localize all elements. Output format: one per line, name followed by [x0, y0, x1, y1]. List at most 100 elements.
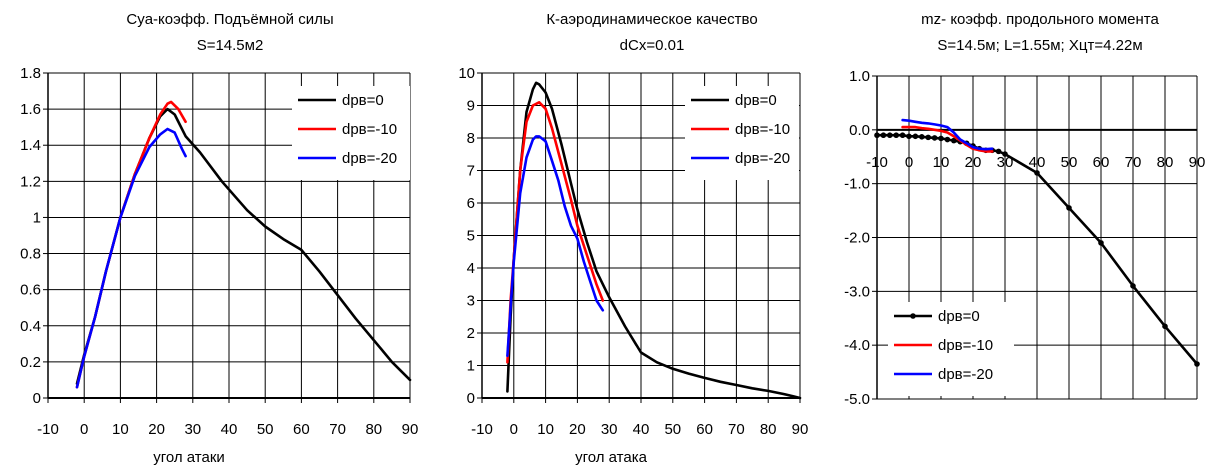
x-tick-label: 40 [221, 421, 238, 438]
series-point [880, 132, 887, 139]
y-tick-label: 0.4 [20, 318, 41, 335]
series-line-3 [901, 118, 994, 151]
series-point [1066, 205, 1072, 211]
x-tick-label: -10 [37, 421, 59, 438]
y-tick-label: -2.0 [844, 230, 870, 247]
x-tick-label: 70 [728, 421, 745, 438]
series-line-3 [506, 135, 605, 358]
y-tick-label: 0.6 [20, 282, 41, 299]
chart-2: К-аэродинамическое качество dCx=0.01 0 1 2 3 4… [458, 11, 808, 466]
y-tick-label: -5.0 [844, 391, 870, 408]
x-tick-label: 10 [112, 421, 129, 438]
y-tick-label: 1 [33, 209, 41, 226]
series-point [1130, 283, 1136, 289]
x-tick-label: 20 [569, 421, 586, 438]
legend-box [888, 302, 1014, 396]
series-point [893, 132, 899, 139]
chart-title: Cya-коэфф. Подъёмной силы [126, 11, 333, 28]
legend-label: dрв=0 [735, 92, 777, 109]
y-tick-label: 8 [467, 130, 475, 147]
legend-label: dрв=-20 [342, 150, 397, 167]
x-tick-label: 30 [601, 421, 618, 438]
x-tick-label: 90 [1189, 154, 1206, 171]
x-tick-label: 10 [537, 421, 554, 438]
y-tick-label: 0 [467, 390, 475, 407]
x-tick-label: 60 [293, 421, 310, 438]
series-point [951, 137, 957, 144]
y-tick-label: 1.2 [20, 173, 41, 190]
x-tick-label: 50 [664, 421, 681, 438]
series-point [874, 132, 880, 139]
x-tick-label: 20 [965, 154, 982, 171]
x-tick-label: 60 [1093, 154, 1110, 171]
legend-label: dрв=-10 [342, 121, 397, 138]
legend-box [685, 86, 799, 180]
chart-title: mz- коэфф. продольного момента [921, 11, 1159, 28]
y-tick-label: 1.6 [20, 101, 41, 118]
y-tick-label: 1.4 [20, 137, 41, 154]
series-point [938, 135, 944, 142]
y-tick-label: 4 [467, 260, 475, 277]
series-line-2 [75, 100, 187, 389]
y-tick-label: 9 [467, 98, 475, 115]
x-tick-label: 70 [329, 421, 346, 438]
series-point [1162, 323, 1168, 330]
legend-label: dрв=-20 [735, 150, 790, 167]
y-tick-label: 0.2 [20, 354, 41, 371]
chart-title: К-аэродинамическое качество [546, 11, 757, 28]
x-tick-label: 90 [402, 421, 419, 438]
y-tick-label: -1.0 [844, 176, 870, 193]
y-tick-label: 1 [467, 358, 475, 375]
x-tick-label: 50 [257, 421, 274, 438]
y-tick-label: -4.0 [844, 337, 870, 354]
y-tick-label: 2 [467, 325, 475, 342]
y-tick-label: 0 [33, 390, 41, 407]
x-tick-label: 0 [905, 154, 913, 171]
legend-box [292, 86, 410, 180]
x-tick-label: 10 [933, 154, 950, 171]
series-line-2 [506, 101, 605, 364]
x-tick-label: 60 [696, 421, 713, 438]
x-tick-label: 90 [792, 421, 809, 438]
series-point [919, 134, 925, 140]
series-point [906, 133, 912, 140]
x-tick-label: -10 [866, 154, 888, 171]
x-tick-label: 30 [184, 421, 201, 438]
x-tick-label: 50 [1061, 154, 1078, 171]
chart-1: Cya-коэфф. Подъёмной силы S=14.5м2 0 0.2 0.4… [20, 11, 418, 466]
legend-label: dрв=0 [938, 308, 980, 325]
series-point [912, 133, 919, 140]
legend-label: dрв=-10 [735, 121, 790, 138]
x-tick-label: 70 [1125, 154, 1142, 171]
series-line-1 [506, 81, 802, 400]
x-tick-label: 40 [633, 421, 650, 438]
x-tick-label: 80 [365, 421, 382, 438]
legend-marker [910, 313, 916, 319]
x-tick-label: 0 [80, 421, 88, 438]
x-tick-label: 40 [1029, 154, 1046, 171]
legend-label: dрв=-20 [938, 366, 993, 383]
legend-label: dрв=-10 [938, 337, 993, 354]
chart-subtitle: S=14.5м; L=1.55м; Хцт=4.22м [937, 37, 1142, 54]
series-point [1002, 151, 1008, 157]
series-point [1034, 170, 1040, 176]
series-point [925, 134, 931, 141]
x-tick-label: 80 [760, 421, 777, 438]
series-line-2 [901, 125, 994, 153]
y-tick-label: 1.8 [20, 65, 41, 82]
series-line-3 [75, 127, 187, 389]
series-point [944, 136, 951, 143]
y-tick-label: -3.0 [844, 283, 870, 300]
x-tick-label: 80 [1157, 154, 1174, 171]
x-axis-label: угол атака [575, 449, 648, 466]
series-point [887, 132, 893, 139]
x-tick-label: 20 [148, 421, 165, 438]
y-tick-label: 10 [458, 65, 475, 82]
y-tick-label: 6 [467, 195, 475, 212]
y-tick-label: 5 [467, 228, 475, 245]
x-tick-label: -10 [471, 421, 493, 438]
chart-3: mz- коэфф. продольного момента S=14.5м; L… [844, 11, 1205, 408]
chart-subtitle: S=14.5м2 [197, 37, 264, 54]
x-axis-label: угол атаки [153, 449, 225, 466]
